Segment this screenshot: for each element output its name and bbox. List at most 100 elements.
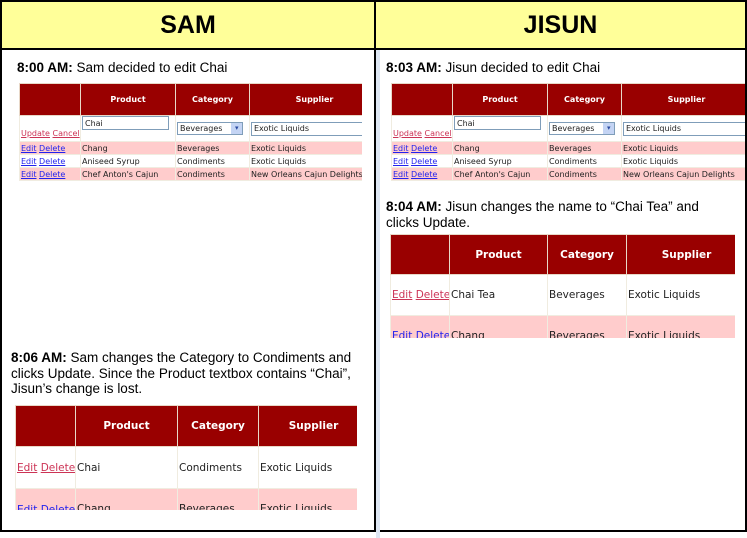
sam-column-header: SAM bbox=[0, 0, 376, 50]
column-header-2[interactable]: Category bbox=[547, 234, 627, 275]
panel-sam-806: 8:06 AM: Sam changes the Category to Con… bbox=[0, 344, 376, 532]
column-header-1[interactable]: Product bbox=[80, 83, 176, 116]
edit-link[interactable]: Edit bbox=[392, 330, 413, 338]
product-cell: Chang bbox=[75, 488, 178, 510]
product-cell: Chef Anton's Cajun bbox=[452, 167, 548, 181]
table-row: Edit Delete Aniseed Syrup Condiments Exotic… bbox=[19, 154, 362, 168]
edit-link[interactable]: Edit bbox=[393, 143, 409, 153]
column-header-0[interactable] bbox=[391, 83, 453, 116]
actions-cell: Update Cancel bbox=[19, 115, 81, 142]
step-note: 8:04 AM: Jisun changes the name to “Chai… bbox=[386, 199, 699, 230]
supplier-cell: Exotic Liquids bbox=[258, 488, 357, 510]
supplier-input[interactable]: Exotic Liquids bbox=[623, 121, 745, 136]
products-grid: Product Category Supplier Update Cancel Chai… bbox=[19, 83, 362, 182]
delete-link[interactable]: Delete bbox=[411, 143, 438, 153]
supplier-cell: New Orleans Cajun Delights bbox=[621, 167, 745, 181]
product-cell: Aniseed Syrup bbox=[80, 154, 176, 168]
product-cell: Chai Tea bbox=[449, 274, 548, 316]
cancel-link[interactable]: Cancel bbox=[52, 129, 80, 138]
table-row: Edit Delete Chang Beverages Exotic Liquids bbox=[390, 315, 735, 338]
column-header-0[interactable] bbox=[15, 405, 76, 447]
step-note: 8:06 AM: Sam changes the Category to Con… bbox=[11, 350, 352, 396]
product-cell: Chai bbox=[452, 115, 548, 142]
actions-cell: Edit Delete bbox=[391, 167, 453, 181]
edit-link[interactable]: Edit bbox=[21, 143, 37, 153]
delete-link[interactable]: Delete bbox=[415, 330, 450, 338]
category-select-value: Beverages bbox=[180, 124, 223, 133]
product-input[interactable]: Chai bbox=[454, 116, 542, 130]
delete-link[interactable]: Delete bbox=[40, 503, 76, 511]
edit-link[interactable]: Edit bbox=[17, 461, 38, 474]
table-row: Edit Delete Chef Anton's Cajun Condiments N… bbox=[391, 167, 745, 181]
column-header-0[interactable] bbox=[390, 234, 450, 275]
product-cell: Chef Anton's Cajun bbox=[80, 167, 176, 181]
product-cell: Chang bbox=[452, 141, 548, 155]
category-select[interactable]: Beverages ▾ bbox=[549, 122, 616, 135]
cancel-link[interactable]: Cancel bbox=[424, 129, 452, 138]
delete-link[interactable]: Delete bbox=[39, 143, 66, 153]
products-grid: Product Category Supplier Edit Delete Chai T… bbox=[390, 234, 735, 338]
supplier-cell: Exotic Liquids bbox=[626, 315, 735, 338]
column-header-2[interactable]: Category bbox=[547, 83, 622, 116]
product-cell: Aniseed Syrup bbox=[452, 154, 548, 168]
product-cell: Chai bbox=[75, 446, 178, 489]
delete-link[interactable]: Delete bbox=[40, 461, 76, 474]
grid-table: Product Category Supplier Update Cancel Chai… bbox=[19, 83, 362, 181]
delete-link[interactable]: Delete bbox=[39, 156, 66, 166]
table-row: Edit Delete Chai Condiments Exotic Liquids bbox=[15, 446, 357, 489]
column-header-3[interactable]: Supplier bbox=[621, 83, 745, 116]
supplier-cell: Exotic Liquids bbox=[626, 274, 735, 316]
column-header-3[interactable]: Supplier bbox=[626, 234, 735, 275]
column-header-1[interactable]: Product bbox=[449, 234, 548, 275]
column-header-3[interactable]: Supplier bbox=[249, 83, 362, 116]
column-header-1[interactable]: Product bbox=[75, 405, 178, 447]
edit-link[interactable]: Edit bbox=[17, 503, 38, 511]
step-note: 8:00 AM: Sam decided to edit Chai bbox=[17, 60, 228, 75]
delete-link[interactable]: Delete bbox=[39, 169, 66, 179]
step-note: 8:03 AM: Jisun decided to edit Chai bbox=[386, 60, 601, 75]
header-row: Product Category Supplier bbox=[391, 83, 745, 116]
delete-link[interactable]: Delete bbox=[411, 156, 438, 166]
supplier-cell: Exotic Liquids bbox=[249, 115, 362, 142]
chevron-down-icon[interactable]: ▾ bbox=[603, 123, 615, 134]
category-select-value: Beverages bbox=[552, 124, 595, 133]
header-row: Product Category Supplier bbox=[15, 405, 357, 447]
category-cell: Condiments bbox=[175, 167, 250, 181]
table-row: Edit Delete Chang Beverages Exotic Liquids bbox=[19, 141, 362, 155]
supplier-cell: Exotic Liquids bbox=[621, 115, 745, 142]
category-cell: Beverages ▾ bbox=[547, 115, 622, 142]
update-link[interactable]: Update bbox=[393, 129, 422, 138]
chevron-down-icon[interactable]: ▾ bbox=[231, 123, 243, 134]
column-header-1[interactable]: Product bbox=[452, 83, 548, 116]
column-header-3[interactable]: Supplier bbox=[258, 405, 357, 447]
category-cell: Condiments bbox=[175, 154, 250, 168]
category-cell: Beverages ▾ bbox=[175, 115, 250, 142]
edit-link[interactable]: Edit bbox=[393, 169, 409, 179]
supplier-input[interactable]: Exotic Liquids bbox=[251, 121, 362, 136]
edit-link[interactable]: Edit bbox=[21, 156, 37, 166]
edit-link[interactable]: Edit bbox=[393, 156, 409, 166]
category-cell: Beverages bbox=[547, 274, 627, 316]
supplier-cell: Exotic Liquids bbox=[249, 154, 362, 168]
product-input[interactable]: Chai bbox=[82, 116, 170, 130]
actions-cell: Edit Delete bbox=[15, 446, 76, 489]
column-header-0[interactable] bbox=[19, 83, 81, 116]
delete-link[interactable]: Delete bbox=[415, 289, 450, 301]
category-cell: Condiments bbox=[547, 154, 622, 168]
actions-cell: Edit Delete bbox=[391, 141, 453, 155]
header-row: Product Category Supplier bbox=[390, 234, 735, 275]
column-header-2[interactable]: Category bbox=[175, 83, 250, 116]
supplier-cell: Exotic Liquids bbox=[249, 141, 362, 155]
table-row: Edit Delete Chef Anton's Cajun Condiments N… bbox=[19, 167, 362, 181]
jisun-column-header: JISUN bbox=[374, 0, 747, 50]
category-select[interactable]: Beverages ▾ bbox=[177, 122, 244, 135]
edit-link[interactable]: Edit bbox=[21, 169, 37, 179]
actions-cell: Edit Delete bbox=[390, 315, 450, 338]
delete-link[interactable]: Delete bbox=[411, 169, 438, 179]
category-cell: Condiments bbox=[177, 446, 259, 489]
actions-cell: Edit Delete bbox=[19, 154, 81, 168]
update-link[interactable]: Update bbox=[21, 129, 50, 138]
panel-jisun-803: 8:03 AM: Jisun decided to edit Chai Prod… bbox=[374, 50, 747, 195]
edit-link[interactable]: Edit bbox=[392, 289, 413, 301]
column-header-2[interactable]: Category bbox=[177, 405, 259, 447]
